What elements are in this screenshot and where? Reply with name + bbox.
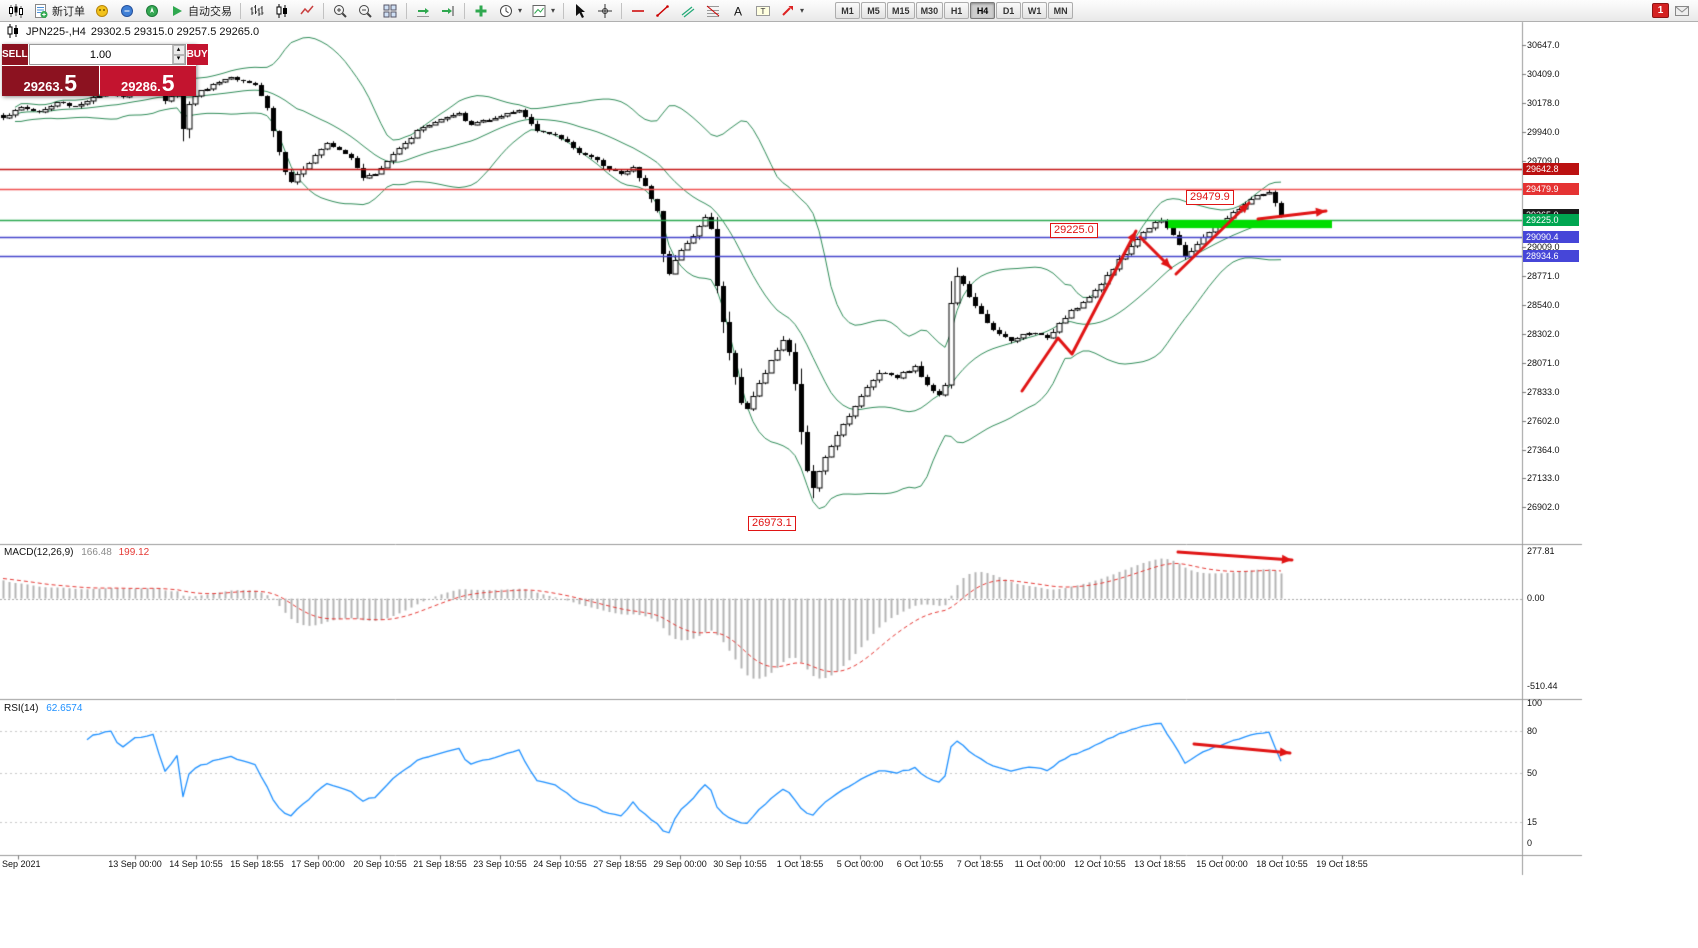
bar-chart-icon[interactable] [245,1,269,21]
volume-decrease-button[interactable]: ▾ [172,54,185,64]
chart-shift-icon[interactable] [436,1,460,21]
svg-text:A: A [734,4,742,18]
text-label-icon[interactable]: T [751,1,775,21]
buy-price-big-digit: 5 [161,70,175,96]
navigator-icon[interactable] [140,1,164,21]
rsi-indicator-label: RSI(14) 62.6574 [4,703,82,714]
toolbar-separator [464,2,465,19]
sell-price-value: 29263. [23,79,64,94]
fibonacci-icon[interactable] [701,1,725,21]
zoom-out-icon[interactable] [353,1,377,21]
chevron-down-icon: ▾ [551,6,556,15]
svg-text:T: T [761,6,766,15]
mailbox-icon[interactable] [1670,1,1694,21]
macd-indicator-label: MACD(12,26,9) 166.48 199.12 [4,547,149,558]
volume-field: ▴ ▾ [28,44,186,65]
expert-advisors-icon[interactable] [90,1,114,21]
price-callout-label[interactable]: 26973.1 [748,516,796,531]
macd-signal-value: 199.12 [118,547,150,558]
chart-ohlc-values: 29302.5 29315.0 29257.5 29265.0 [90,26,260,38]
auto-scroll-icon[interactable] [411,1,435,21]
rsi-value: 62.6574 [46,703,83,714]
new-order-button-label: 新订单 [52,5,85,18]
price-callout-label[interactable]: 29479.9 [1186,190,1234,205]
scripts-icon[interactable] [115,1,139,21]
text-icon[interactable]: A [726,1,750,21]
timeframe-button-m1[interactable]: M1 [835,2,861,19]
chart-window-caption: JPN225-,H4 29302.5 29315.0 29257.5 29265… [5,23,260,42]
chevron-down-icon: ▾ [800,6,805,15]
sell-price-display[interactable]: 29263. 5 [2,66,99,96]
timeframe-button-m5[interactable]: M5 [861,2,887,19]
periods-icon[interactable]: ▾ [494,1,526,21]
macd-main-value: 166.48 [81,547,112,558]
macd-name: MACD(12,26,9) [4,547,74,558]
horizontal-line-icon[interactable] [626,1,650,21]
chevron-down-icon: ▾ [518,6,523,15]
chart-symbol-timeframe: JPN225-,H4 [26,26,86,38]
chart-window-icon[interactable] [5,23,21,42]
arrows-icon[interactable]: ▾ [776,1,808,21]
toolbar-separator [563,2,565,19]
toolbar-separator [406,2,407,19]
cursor-icon[interactable] [568,1,592,21]
timeframe-button-m15[interactable]: M15 [887,2,915,19]
alerts-badge[interactable]: 1 [1652,3,1669,18]
sell-price-big-digit: 5 [64,70,78,96]
line-chart-icon[interactable] [295,1,319,21]
zoom-in-icon[interactable] [328,1,352,21]
volume-increase-button[interactable]: ▴ [172,45,185,55]
chart-window-icon[interactable] [4,1,28,21]
one-click-trading-panel: SELL ▴ ▾ BUY 29263.5 29286.5 [2,44,208,96]
candlestick-chart-icon[interactable] [270,1,294,21]
toolbar-separator [323,2,324,19]
add-indicator-icon[interactable] [469,1,493,21]
sell-button[interactable]: SELL [2,44,29,65]
volume-input[interactable] [29,45,172,64]
timeframe-group: M1 M5 M15 M30 H1 H4 D1 W1 MN [835,2,1074,19]
timeframe-button-mn[interactable]: MN [1048,2,1074,19]
crosshair-icon[interactable] [593,1,617,21]
auto-trading-button-label: 自动交易 [188,5,232,18]
auto-trading-button[interactable]: 自动交易 [165,1,236,21]
main-toolbar: 新订单 自动交易 ▾ ▾ A T ▾ M1 M5 M15 M30 H1 H4 D1 W1 MN 1 [0,0,1698,22]
equidistant-channel-icon[interactable] [676,1,700,21]
templates-icon[interactable]: ▾ [527,1,559,21]
timeframe-button-m30[interactable]: M30 [915,2,944,19]
toolbar-separator [240,2,241,19]
price-callout-label[interactable]: 29225.0 [1050,223,1098,238]
timeframe-button-h4[interactable]: H4 [970,2,996,19]
buy-price-value: 29286. [120,79,161,94]
tile-windows-icon[interactable] [378,1,402,21]
rsi-name: RSI(14) [4,703,39,714]
toolbar-separator [621,2,623,19]
timeframe-button-w1[interactable]: W1 [1022,2,1048,19]
new-order-button[interactable]: 新订单 [29,1,89,21]
timeframe-button-h1[interactable]: H1 [944,2,970,19]
timeframe-button-d1[interactable]: D1 [996,2,1022,19]
buy-button[interactable]: BUY [185,44,208,65]
buy-price-display[interactable]: 29286. 5 [99,66,196,96]
trendline-icon[interactable] [651,1,675,21]
